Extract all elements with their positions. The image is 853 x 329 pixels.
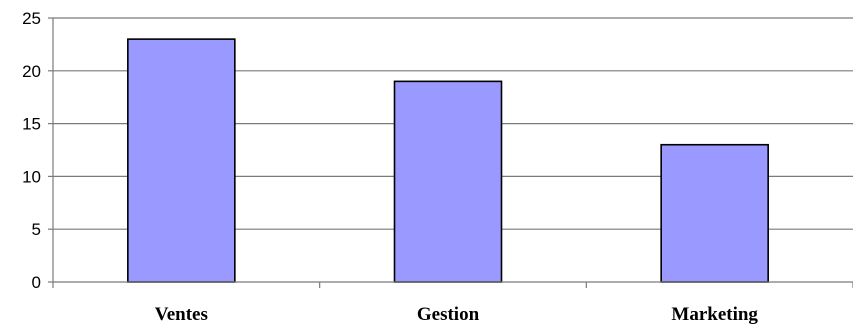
y-tick-label: 20 bbox=[22, 62, 41, 81]
bar-marketing bbox=[660, 143, 769, 283]
y-tick-label: 0 bbox=[32, 273, 41, 292]
y-tick-label: 10 bbox=[22, 167, 41, 186]
x-tick-label: Marketing bbox=[671, 304, 758, 325]
bar-gestion bbox=[393, 80, 503, 283]
y-tick-label: 15 bbox=[22, 115, 41, 134]
x-tick-label: Gestion bbox=[417, 304, 480, 325]
bar-ventes bbox=[127, 38, 236, 283]
y-axis-ticks: 0 5 10 15 20 25 bbox=[22, 9, 53, 292]
chart-axes bbox=[52, 18, 853, 288]
chart-bars bbox=[127, 38, 769, 283]
y-tick-label: 25 bbox=[22, 9, 41, 28]
y-tick-label: 5 bbox=[32, 220, 41, 239]
x-tick-label: Ventes bbox=[155, 304, 208, 325]
x-axis-ticks: Ventes Gestion Marketing bbox=[155, 304, 759, 325]
